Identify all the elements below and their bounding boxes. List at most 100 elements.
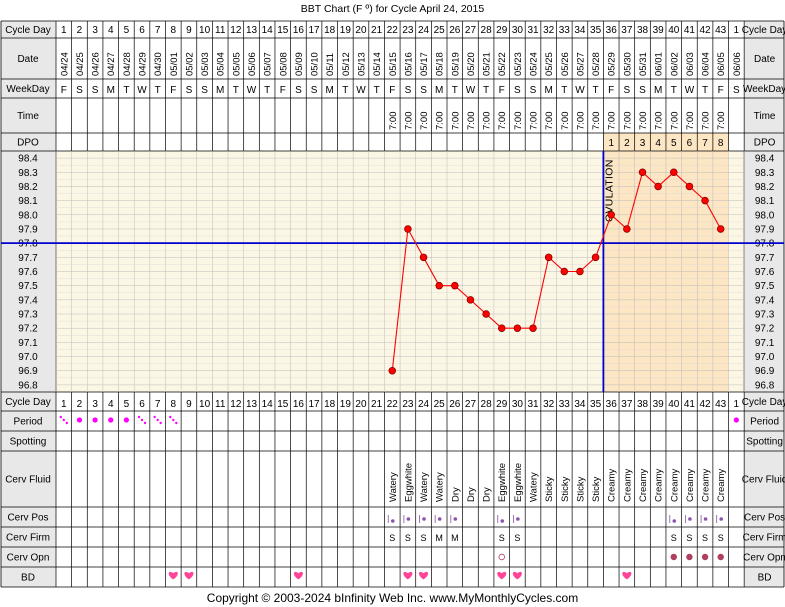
cycle-day-cell: 32	[543, 25, 555, 36]
dpo-cell: 6	[687, 138, 693, 149]
cycle-day-cell-bottom: 17	[308, 399, 320, 410]
temperature-point	[576, 267, 584, 276]
cycle-day-cell: 40	[668, 25, 680, 36]
cerv-pos-marker	[719, 517, 723, 521]
weekday-cell: T	[483, 85, 489, 96]
cycle-day-cell: 17	[308, 25, 320, 36]
cycle-day-cell: 20	[355, 25, 367, 36]
cycle-day-cell: 27	[465, 25, 477, 36]
weekday-cell: M	[544, 85, 552, 96]
y-tick-label-left: 98.2	[18, 182, 38, 193]
cycle-day-cell: 2	[77, 25, 83, 36]
row-label-dpo: DPO	[17, 138, 39, 149]
row-label-bg	[1, 392, 56, 411]
cycle-day-cell-bottom: 1	[734, 399, 740, 410]
row-label-bg	[1, 507, 56, 527]
cycle-day-cell-bottom: 39	[653, 399, 665, 410]
y-tick-label-right: 96.9	[755, 366, 775, 377]
bd-heart-icon	[403, 571, 413, 580]
y-tick-label-left: 96.9	[18, 366, 38, 377]
cerv-fluid-cell: Creamy	[669, 468, 680, 502]
time-cell: 7:00	[388, 112, 399, 131]
weekday-cell: S	[624, 85, 631, 96]
period-marker-dot	[172, 418, 175, 422]
cycle-day-cell: 3	[92, 25, 98, 36]
date-cell: 06/01	[654, 52, 665, 76]
cerv-fluid-cell: Eggwhite	[513, 463, 524, 502]
row-label-dpo-right: DPO	[754, 138, 776, 149]
cerv-pos-marker	[703, 517, 708, 521]
y-tick-label-left: 97.1	[18, 338, 38, 349]
copyright: Copyright © 2003-2024 bInfinity Web Inc.…	[207, 591, 578, 605]
cycle-day-cell: 24	[418, 25, 430, 36]
y-axis-bg-left	[1, 151, 56, 392]
cycle-day-cell-bottom: 37	[621, 399, 633, 410]
cycle-day-cell: 5	[124, 25, 130, 36]
cerv-fluid-cell: Eggwhite	[497, 463, 508, 502]
dpo-cell: 8	[718, 138, 724, 149]
cycle-day-cell-bottom: 20	[355, 399, 367, 410]
time-cell: 7:00	[622, 112, 633, 131]
time-cell: 7:00	[654, 112, 665, 131]
time-cell: 7:00	[466, 112, 477, 131]
cycle-day-cell: 18	[324, 25, 336, 36]
cycle-day-cell: 12	[230, 25, 242, 36]
cycle-day-cell-bottom: 1	[61, 399, 67, 410]
cycle-day-cell-bottom: 33	[559, 399, 571, 410]
cerv-fluid-cell: Sticky	[575, 476, 586, 502]
row-label-bg	[744, 507, 784, 527]
date-cell: 06/05	[716, 52, 727, 76]
date-cell: 05/28	[591, 52, 602, 76]
time-cell: 7:00	[513, 112, 524, 131]
y-tick-label-right: 97.8	[755, 239, 775, 250]
dpo-cell: 1	[608, 138, 614, 149]
date-cell: 04/26	[91, 52, 102, 76]
weekday-cell: S	[733, 85, 740, 96]
cycle-day-cell-bottom: 14	[262, 399, 274, 410]
row-label-date-right: Date	[754, 54, 776, 65]
cerv-pos-marker	[453, 517, 458, 521]
y-tick-label-right: 98.3	[755, 168, 775, 179]
row-label-cerv-fluid: Cerv Fluid	[5, 475, 51, 486]
cerv-opn-marker	[670, 553, 677, 561]
cerv-firm-cell: S	[686, 533, 692, 543]
cycle-day-cell: 25	[434, 25, 446, 36]
y-tick-label-right: 97.1	[755, 338, 775, 349]
row-label-cerv-fluid-right: Cerv Fluid	[742, 475, 785, 486]
row-label-period: Period	[14, 417, 43, 428]
y-tick-label-left: 97.3	[18, 310, 38, 321]
date-cell: 05/04	[216, 52, 227, 76]
cycle-day-cell-bottom: 43	[715, 399, 727, 410]
cerv-fluid-cell: Creamy	[685, 468, 696, 502]
date-cell: 06/06	[732, 52, 743, 76]
cycle-day-cell-bottom: 40	[668, 399, 680, 410]
date-cell: 06/03	[685, 52, 696, 76]
cerv-firm-cell: S	[671, 533, 677, 543]
time-cell: 7:00	[685, 112, 696, 131]
cycle-day-cell: 9	[186, 25, 192, 36]
cycle-day-cell: 39	[653, 25, 665, 36]
weekday-cell: T	[155, 85, 161, 96]
cerv-opn-marker	[498, 553, 505, 561]
cycle-day-cell: 30	[512, 25, 524, 36]
temperature-point	[497, 324, 506, 332]
row-label-cerv-firm: Cerv Firm	[6, 533, 50, 544]
weekday-cell: T	[671, 85, 677, 96]
time-cell: 7:00	[419, 112, 430, 131]
date-cell: 05/08	[278, 52, 289, 76]
date-cell: 04/24	[59, 52, 70, 76]
cycle-day-cell: 22	[387, 25, 399, 36]
cerv-fluid-cell: Creamy	[654, 468, 665, 502]
cycle-day-cell: 1	[61, 25, 67, 36]
period-marker	[123, 417, 129, 423]
date-cell: 05/30	[622, 52, 633, 76]
y-tick-label-left: 98.0	[18, 210, 38, 221]
time-cell: 7:00	[701, 112, 712, 131]
y-tick-label-left: 97.5	[18, 281, 38, 292]
cerv-fluid-cell: Creamy	[638, 468, 649, 502]
row-label-time: Time	[17, 111, 39, 122]
weekday-cell: T	[264, 85, 270, 96]
y-tick-label-left: 97.2	[18, 324, 38, 335]
cerv-pos-marker	[500, 519, 505, 523]
cycle-day-cell-bottom: 24	[418, 399, 430, 410]
